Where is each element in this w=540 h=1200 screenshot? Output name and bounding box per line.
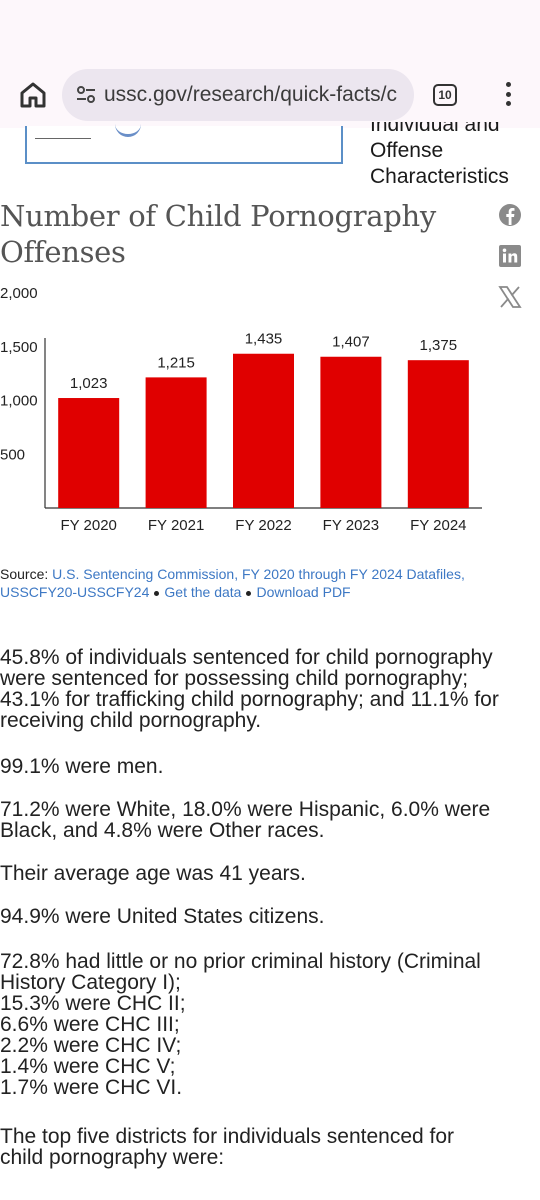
x-tick-label: FY 2023 (323, 517, 379, 534)
bar-value-label: 1,435 (245, 331, 283, 348)
address-bar[interactable]: ussc.gov/research/quick-facts/c (62, 69, 414, 121)
y-tick-label: 500 (0, 446, 25, 463)
text-line: 99.1% were men. (0, 755, 164, 778)
get-data-link[interactable]: Get the data (164, 584, 242, 600)
text-line: receiving child pornography. (0, 709, 262, 732)
overflow-menu-icon[interactable] (498, 82, 518, 110)
x-tick-label: FY 2022 (235, 517, 291, 534)
y-tick-label: 1,000 (0, 393, 38, 410)
y-tick-label: 2,000 (0, 285, 38, 302)
paragraph-criminal-history: 72.8% had little or no prior criminal hi… (0, 951, 530, 1098)
section-heading-clipped-line: Individual and (370, 122, 500, 136)
paragraph-age: Their average age was 41 years. (0, 863, 530, 884)
text-line: were sentenced for possessing child porn… (0, 667, 469, 690)
text-line: child pornography were: (0, 1146, 225, 1169)
text-line: 6.6% were CHC III; (0, 1013, 180, 1036)
text-line: 1.7% were CHC VI. (0, 1076, 183, 1099)
x-tick-label: FY 2021 (148, 517, 204, 534)
browser-toolbar: ussc.gov/research/quick-facts/c 10 (0, 62, 540, 128)
text-line: 72.8% had little or no prior criminal hi… (0, 950, 481, 973)
source-label: Source: (0, 566, 49, 582)
text-line: 45.8% of individuals sentenced for child… (0, 646, 493, 669)
text-line: History Category I); (0, 971, 181, 994)
chart-source: Source: U.S. Sentencing Commission, FY 2… (0, 565, 520, 601)
bar (320, 356, 382, 508)
bar (145, 377, 207, 508)
bar-value-label: 1,215 (157, 354, 195, 371)
text-line: Their average age was 41 years. (0, 862, 306, 885)
text-line: 94.9% were United States citizens. (0, 905, 325, 928)
bar (233, 353, 294, 508)
download-pdf-link[interactable]: Download PDF (256, 584, 351, 600)
y-tick-label: 1,500 (0, 339, 38, 356)
status-bar (0, 0, 540, 62)
linkedin-icon[interactable] (498, 244, 522, 268)
x-tick-label: FY 2020 (60, 517, 116, 534)
facebook-icon[interactable] (498, 203, 522, 227)
text-line: The top five districts for individuals s… (0, 1125, 455, 1148)
text-line: 2.2% were CHC IV; (0, 1034, 182, 1057)
section-heading-line-1: Offense (370, 139, 444, 162)
bar-value-label: 1,023 (70, 375, 108, 392)
section-heading: Individual and Offense Characteristics (370, 122, 540, 190)
thumbnail-graphic (115, 116, 141, 137)
chart-title: Number of Child Pornography Offenses (0, 198, 440, 270)
section-heading-line-2: Characteristics (370, 165, 509, 188)
home-icon[interactable] (18, 80, 48, 110)
bar (407, 360, 469, 508)
site-settings-icon[interactable] (76, 85, 96, 105)
text-line: 15.3% were CHC II; (0, 992, 186, 1015)
paragraph-offense-types: 45.8% of individuals sentenced for child… (0, 647, 530, 731)
chart-title-line-2: Offenses (0, 235, 126, 269)
x-icon[interactable] (498, 285, 522, 309)
bar-value-label: 1,407 (332, 334, 370, 351)
bar-chart: 500 1,000 1,500 2,000 1,023 FY 2020 1,215 FY 20… (0, 285, 482, 534)
document-thumbnail[interactable] (25, 126, 343, 164)
source-datafiles-link[interactable]: U.S. Sentencing Commission, FY 2020 thro… (52, 566, 465, 582)
thumbnail-rule (35, 138, 91, 139)
text-line: Black, and 4.8% were Other races. (0, 819, 325, 842)
x-tick-label: FY 2024 (410, 517, 466, 534)
bar-value-label: 1,375 (420, 337, 458, 354)
text-line: 43.1% for trafficking child pornography;… (0, 688, 499, 711)
text-line: 1.4% were CHC V; (0, 1055, 176, 1078)
separator-dot (246, 590, 252, 596)
text-line: 71.2% were White, 18.0% were Hispanic, 6… (0, 798, 491, 821)
bar (58, 398, 120, 508)
url-text[interactable]: ussc.gov/research/quick-facts/c (104, 83, 397, 106)
paragraph-race: 71.2% were White, 18.0% were Hispanic, 6… (0, 799, 530, 841)
paragraph-top-districts: The top five districts for individuals s… (0, 1126, 530, 1168)
source-datafiles-link-cont[interactable]: USSCFY20-USSCFY24 (0, 584, 150, 600)
paragraph-gender: 99.1% were men. (0, 756, 530, 777)
separator-dot (154, 590, 160, 596)
chart-title-line-1: Number of Child Pornography (0, 199, 437, 233)
paragraph-citizenship: 94.9% were United States citizens. (0, 906, 530, 927)
tab-switcher-button[interactable]: 10 (433, 84, 457, 106)
